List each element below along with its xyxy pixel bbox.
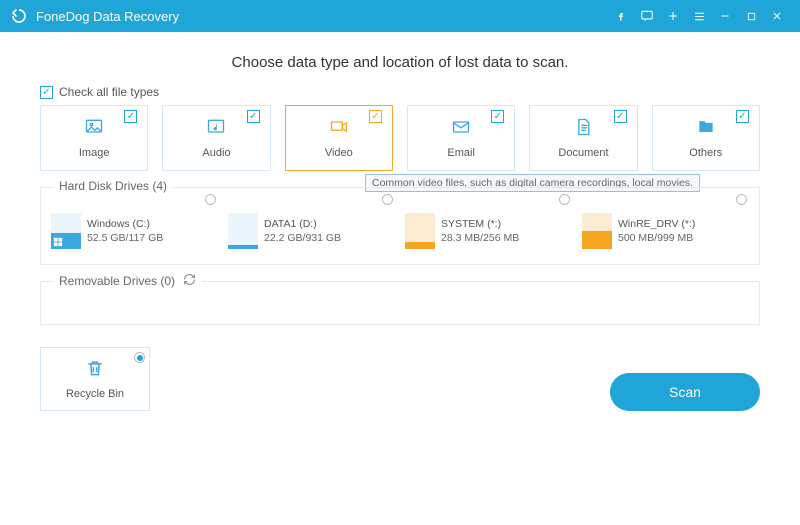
drive-icon [228, 213, 258, 249]
tile-image-checkbox[interactable]: ✓ [124, 110, 137, 123]
tile-others-checkbox[interactable]: ✓ [736, 110, 749, 123]
drive-winre[interactable]: WinRE_DRV (*:)500 MB/999 MB [582, 208, 749, 254]
drive-icon [51, 213, 81, 249]
hard-disk-group: Hard Disk Drives (4) Windows (C:)52.5 GB… [40, 187, 760, 265]
drive-d-radio[interactable] [382, 194, 393, 205]
tile-document-checkbox[interactable]: ✓ [614, 110, 627, 123]
drive-c[interactable]: Windows (C:)52.5 GB/117 GB [51, 208, 218, 254]
check-all-label: Check all file types [59, 85, 159, 99]
tile-audio-checkbox[interactable]: ✓ [247, 110, 260, 123]
drive-winre-radio[interactable] [736, 194, 747, 205]
minimize-icon[interactable] [712, 0, 738, 32]
hard-disk-title: Hard Disk Drives (4) [53, 179, 173, 193]
drive-icon [582, 213, 612, 249]
drive-c-radio[interactable] [205, 194, 216, 205]
scan-button[interactable]: Scan [610, 373, 760, 411]
app-logo-icon [10, 7, 28, 25]
feedback-icon[interactable] [634, 0, 660, 32]
tile-email[interactable]: ✓ Email [407, 105, 515, 171]
facebook-icon[interactable] [608, 0, 634, 32]
refresh-icon[interactable] [183, 273, 196, 289]
close-icon[interactable] [764, 0, 790, 32]
tile-label: Video [325, 147, 353, 159]
drive-system[interactable]: SYSTEM (*:)28.3 MB/256 MB [405, 208, 572, 254]
tile-label: Audio [202, 147, 230, 159]
tile-others[interactable]: ✓ Others [652, 105, 760, 171]
add-icon[interactable] [660, 0, 686, 32]
check-all-row[interactable]: ✓ Check all file types [40, 85, 760, 99]
drive-usage: 28.3 MB/256 MB [441, 231, 519, 245]
drive-usage: 500 MB/999 MB [618, 231, 695, 245]
tile-label: Others [689, 147, 722, 159]
video-icon [327, 117, 351, 143]
titlebar: FoneDog Data Recovery [0, 0, 800, 32]
tile-video[interactable]: ✓ Video [285, 105, 393, 171]
drive-name: DATA1 (D:) [264, 217, 341, 231]
recycle-bin-tile[interactable]: Recycle Bin [40, 347, 150, 411]
maximize-icon[interactable] [738, 0, 764, 32]
check-all-checkbox[interactable]: ✓ [40, 86, 53, 99]
menu-icon[interactable] [686, 0, 712, 32]
tile-video-checkbox[interactable]: ✓ [369, 110, 382, 123]
drive-name: SYSTEM (*:) [441, 217, 519, 231]
others-icon [695, 117, 717, 143]
page-heading: Choose data type and location of lost da… [40, 54, 760, 71]
tile-label: Document [558, 147, 608, 159]
tile-document[interactable]: ✓ Document [529, 105, 637, 171]
drive-d[interactable]: DATA1 (D:)22.2 GB/931 GB [228, 208, 395, 254]
document-icon [573, 117, 593, 143]
tile-label: Email [447, 147, 475, 159]
drive-name: WinRE_DRV (*:) [618, 217, 695, 231]
drive-system-radio[interactable] [559, 194, 570, 205]
tile-email-checkbox[interactable]: ✓ [491, 110, 504, 123]
image-icon [83, 117, 105, 143]
email-icon [450, 117, 472, 143]
recycle-radio[interactable] [134, 352, 145, 363]
drive-usage: 52.5 GB/117 GB [87, 231, 163, 245]
tile-audio[interactable]: ✓ Audio [162, 105, 270, 171]
trash-icon [85, 358, 105, 384]
removable-title: Removable Drives (0) [59, 274, 175, 288]
tile-image[interactable]: ✓ Image [40, 105, 148, 171]
drive-usage: 22.2 GB/931 GB [264, 231, 341, 245]
drive-name: Windows (C:) [87, 217, 163, 231]
recycle-label: Recycle Bin [66, 388, 124, 400]
file-type-tiles: ✓ Image ✓ Audio ✓ Video ✓ Email ✓ Docume… [40, 105, 760, 171]
audio-icon [205, 117, 227, 143]
tile-label: Image [79, 147, 110, 159]
removable-group: Removable Drives (0) [40, 281, 760, 325]
app-title: FoneDog Data Recovery [36, 9, 179, 24]
drive-icon [405, 213, 435, 249]
